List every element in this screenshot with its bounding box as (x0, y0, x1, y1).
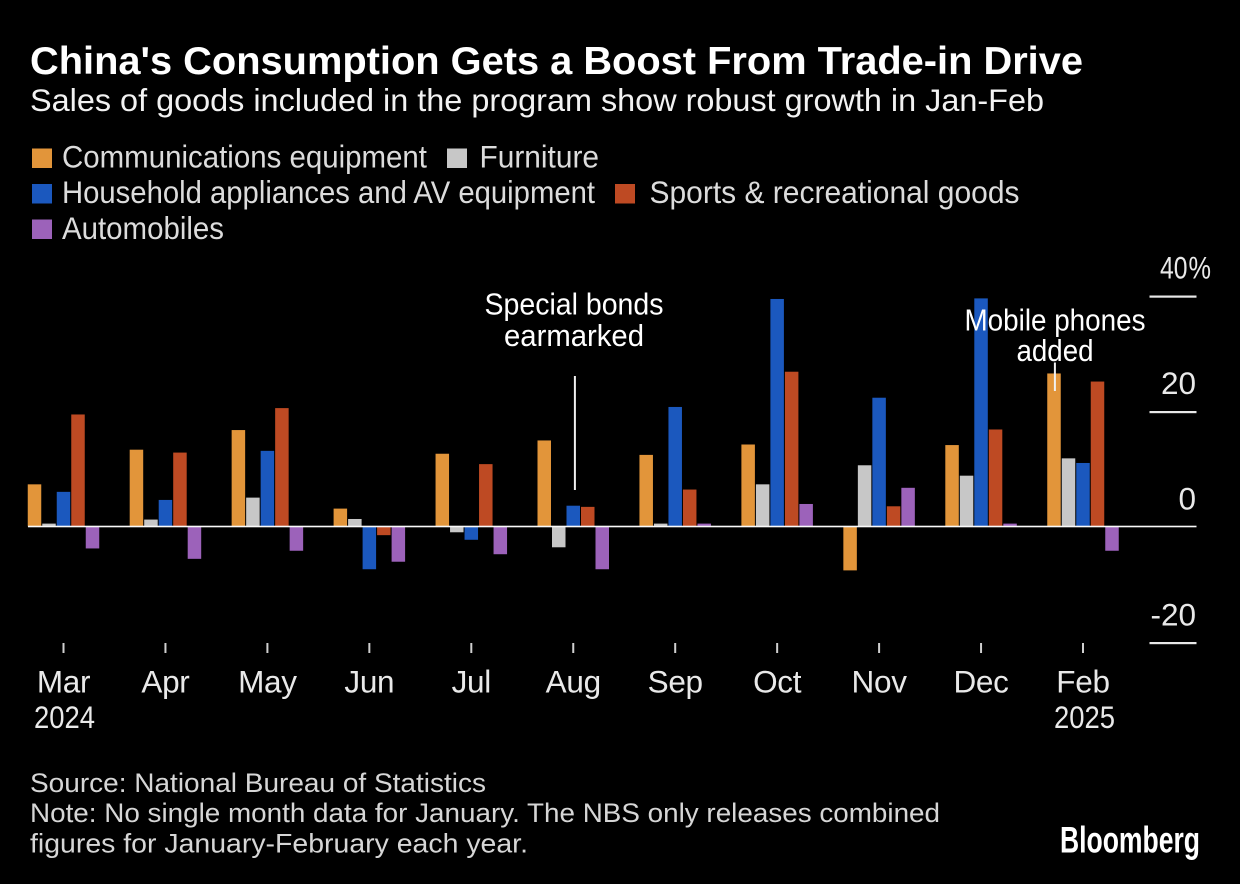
svg-text:0: 0 (1178, 481, 1196, 517)
svg-text:Mar: Mar (37, 664, 90, 700)
svg-text:Apr: Apr (141, 664, 189, 700)
svg-text:Feb: Feb (1056, 664, 1109, 700)
svg-text:2024: 2024 (34, 699, 95, 735)
svg-text:Automobiles: Automobiles (62, 210, 224, 246)
svg-text:Mobile phones: Mobile phones (965, 303, 1146, 338)
svg-text:Dec: Dec (953, 664, 1008, 700)
svg-text:Special bonds: Special bonds (485, 286, 664, 321)
svg-text:Note: No single month data for: Note: No single month data for January. … (30, 798, 940, 828)
svg-text:Jul: Jul (452, 664, 491, 700)
svg-text:added: added (1017, 333, 1094, 368)
svg-text:Aug: Aug (546, 664, 601, 700)
svg-text:Sep: Sep (648, 664, 703, 700)
svg-text:Communications equipment: Communications equipment (62, 139, 427, 175)
svg-text:Sales of goods included in the: Sales of goods included in the program s… (30, 82, 1044, 118)
svg-text:2025: 2025 (1054, 699, 1115, 735)
svg-text:-20: -20 (1150, 597, 1196, 633)
svg-text:China's Consumption Gets a Boo: China's Consumption Gets a Boost From Tr… (30, 40, 1083, 83)
svg-text:Source: National Bureau of Sta: Source: National Bureau of Statistics (30, 768, 486, 798)
svg-text:Nov: Nov (852, 664, 908, 700)
svg-text:May: May (238, 664, 297, 700)
svg-text:%: % (1189, 250, 1212, 286)
svg-text:Sports & recreational goods: Sports & recreational goods (650, 174, 1020, 210)
svg-text:Bloomberg: Bloomberg (1060, 819, 1200, 861)
svg-text:earmarked: earmarked (504, 318, 644, 353)
svg-text:Furniture: Furniture (480, 139, 600, 175)
svg-text:Oct: Oct (753, 664, 802, 700)
svg-text:40: 40 (1160, 250, 1188, 286)
svg-text:Jun: Jun (344, 664, 394, 700)
svg-text:20: 20 (1161, 365, 1196, 401)
svg-text:figures for January-February e: figures for January-February each year. (30, 828, 528, 858)
svg-text:Household appliances and AV eq: Household appliances and AV equipment (62, 174, 595, 210)
